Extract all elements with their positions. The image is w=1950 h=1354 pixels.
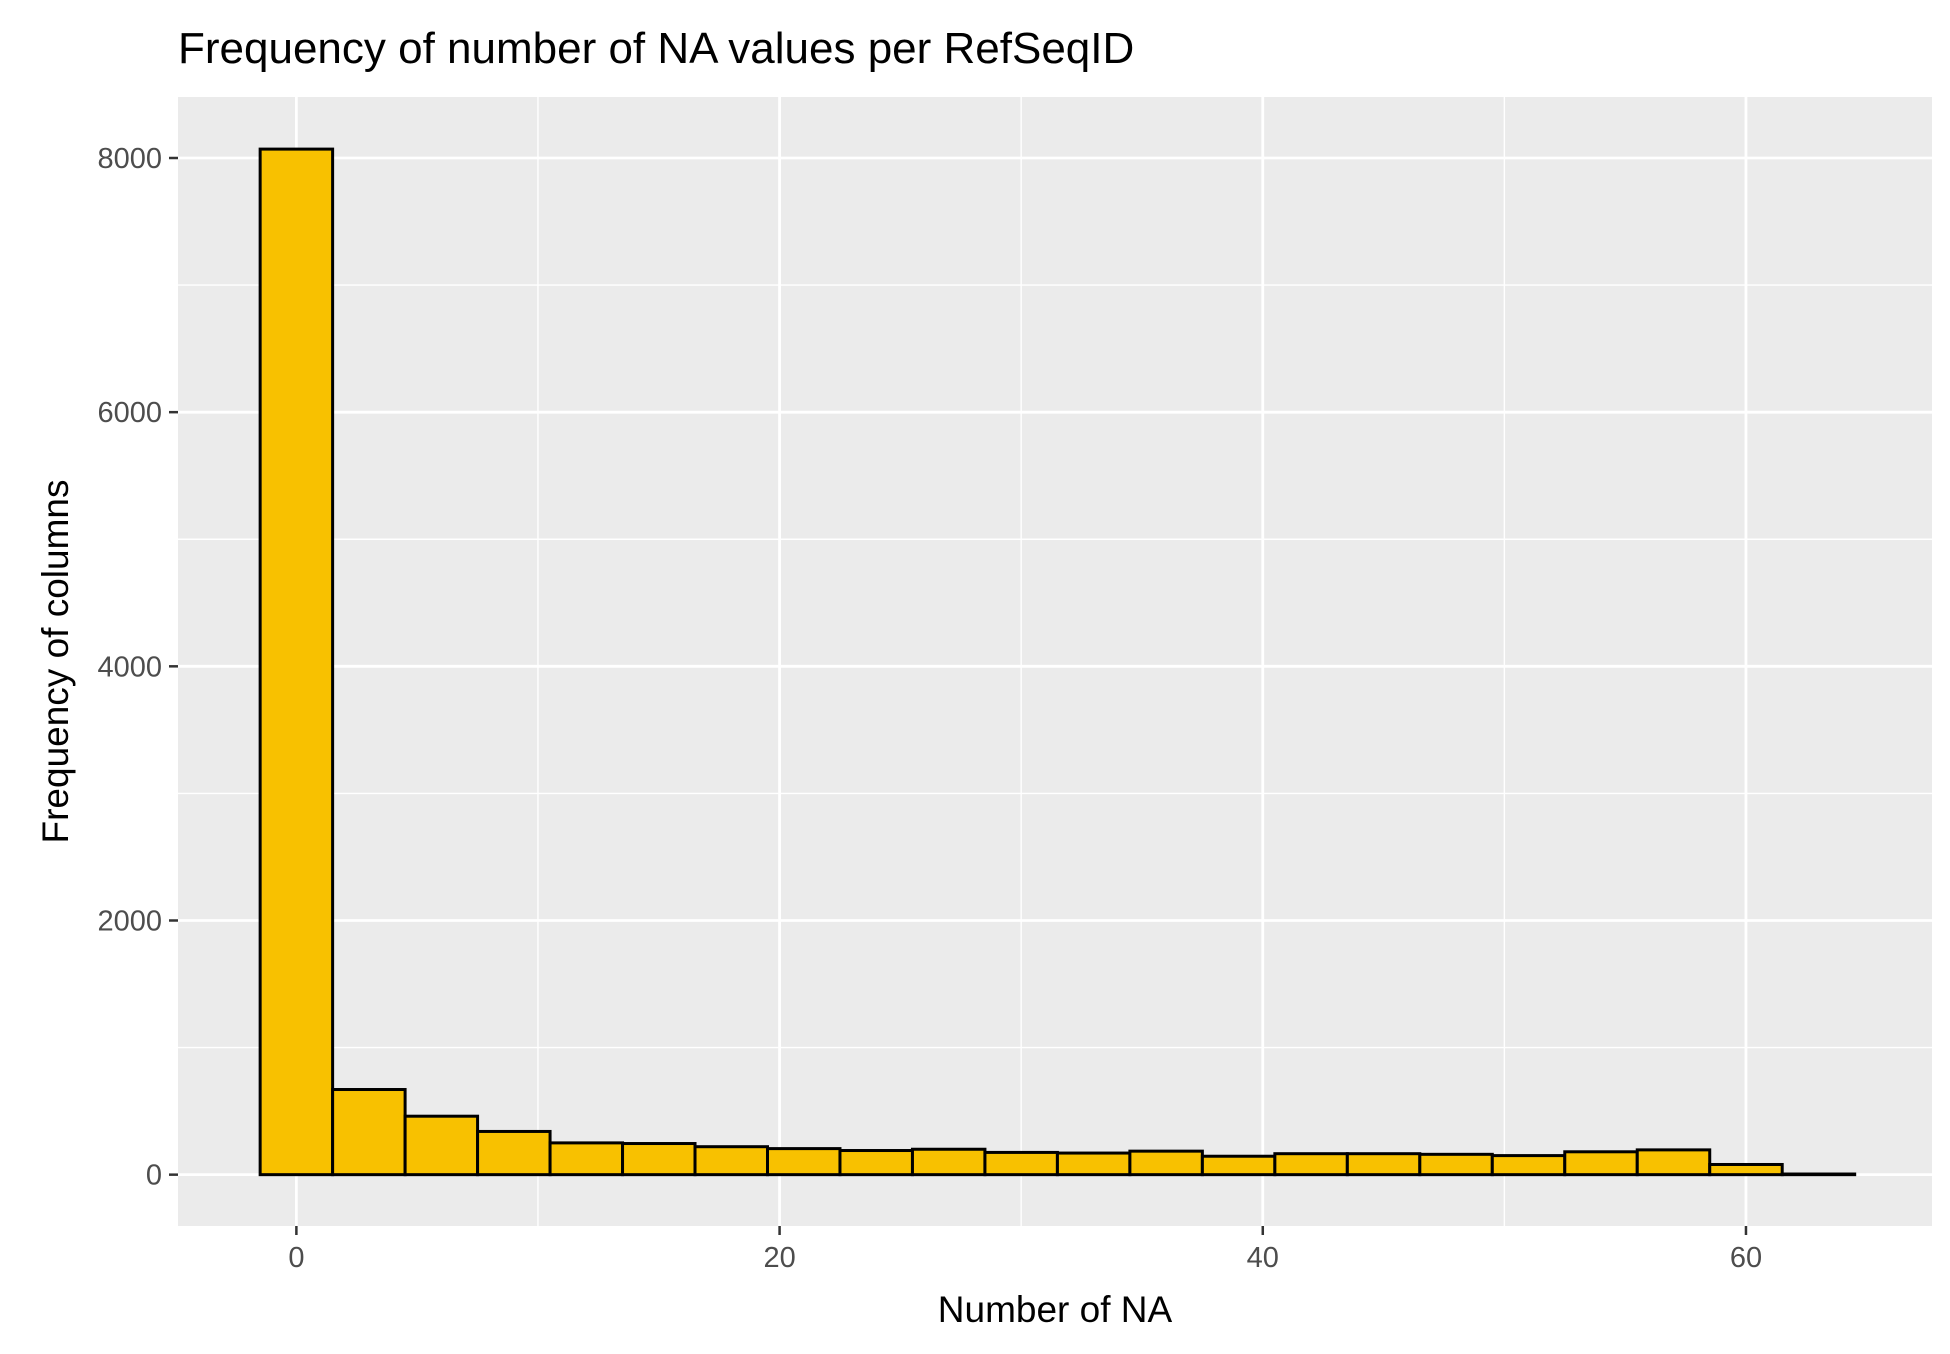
y-tick-label: 2000	[97, 905, 162, 937]
plot-panel	[178, 97, 1932, 1226]
histogram-bar	[1345, 1152, 1422, 1177]
histogram-bar	[1635, 1148, 1712, 1177]
y-tick-label: 4000	[97, 651, 162, 683]
histogram-bar	[1273, 1152, 1349, 1177]
histogram-bar	[838, 1149, 914, 1177]
chart-title: Frequency of number of NA values per Ref…	[178, 24, 1134, 73]
histogram-bar	[1418, 1152, 1494, 1177]
histogram-bar	[910, 1147, 987, 1177]
histogram-bar	[258, 147, 335, 1177]
histogram-bar	[1490, 1154, 1567, 1177]
histogram-bar	[476, 1129, 552, 1177]
histogram-bar	[621, 1142, 697, 1177]
x-axis-title: Number of NA	[938, 1289, 1173, 1330]
histogram-bar	[693, 1145, 769, 1177]
histogram-bar	[1055, 1151, 1132, 1177]
histogram-bar	[331, 1088, 407, 1177]
y-tick-label: 0	[146, 1160, 162, 1192]
x-axis: 0 20 40 60	[288, 1226, 1762, 1274]
x-tick-label: 20	[763, 1242, 795, 1274]
histogram-bar	[1563, 1150, 1639, 1177]
histogram-bar	[765, 1147, 842, 1177]
histogram-bar	[1200, 1154, 1277, 1177]
histogram-bars	[258, 147, 1857, 1177]
histogram-bar	[1128, 1149, 1204, 1177]
x-tick-label: 40	[1247, 1242, 1279, 1274]
x-tick-label: 0	[288, 1242, 304, 1274]
histogram-bar	[1780, 1172, 1857, 1177]
histogram-bar	[1708, 1162, 1784, 1177]
y-tick-label: 8000	[97, 143, 162, 175]
histogram-bar	[403, 1114, 480, 1177]
histogram-bar	[983, 1150, 1059, 1177]
y-tick-label: 6000	[97, 397, 162, 429]
y-axis: 0 2000 4000 6000 8000	[97, 143, 178, 1192]
y-axis-title: Frequency of columns	[35, 479, 76, 843]
x-tick-label: 60	[1730, 1242, 1762, 1274]
histogram-bar	[548, 1141, 625, 1177]
